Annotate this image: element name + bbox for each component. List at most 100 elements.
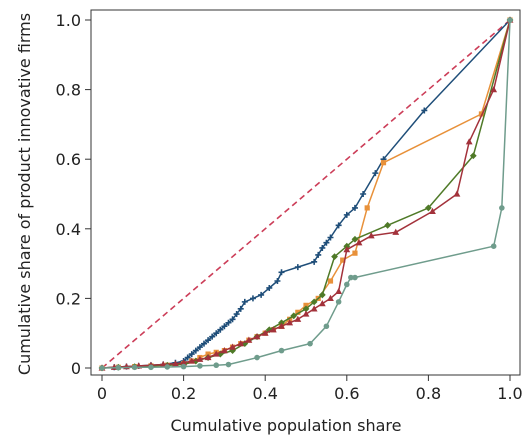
series-2-point bbox=[303, 302, 309, 308]
y-tick-label: 0.6 bbox=[56, 150, 81, 169]
y-tick-label: 0.8 bbox=[56, 81, 81, 100]
series-5-point bbox=[490, 243, 497, 249]
series-4-point bbox=[180, 359, 187, 366]
series-1-point bbox=[237, 305, 244, 312]
series-5-point bbox=[213, 362, 220, 369]
series-1-point bbox=[188, 351, 195, 358]
series-4-point bbox=[310, 305, 318, 312]
series-5-point bbox=[180, 363, 187, 370]
series-3-point bbox=[310, 298, 318, 306]
series-5-point bbox=[197, 363, 203, 369]
series-4-point bbox=[221, 347, 228, 354]
series-3-point bbox=[290, 312, 298, 320]
series-5-point bbox=[225, 361, 232, 368]
series-3-point bbox=[331, 253, 338, 261]
series-2-point bbox=[380, 160, 387, 166]
series-4-point bbox=[253, 333, 261, 340]
series-1-point bbox=[241, 298, 248, 305]
series-2-point bbox=[364, 205, 370, 211]
series-5-point bbox=[307, 340, 313, 347]
series-5-point bbox=[164, 364, 171, 370]
series-3-point bbox=[425, 204, 432, 212]
series-2 bbox=[99, 17, 513, 371]
series-4-point bbox=[294, 315, 302, 322]
series-1-point bbox=[249, 295, 256, 302]
plot-frame bbox=[90, 9, 521, 376]
y-tick-label: 0.4 bbox=[56, 220, 81, 239]
series-4-line bbox=[101, 19, 511, 369]
series-1-point bbox=[258, 291, 265, 298]
x-tick-label: 1.0 bbox=[497, 384, 522, 403]
x-tick-label: 0.4 bbox=[252, 384, 277, 403]
series-4-point bbox=[465, 138, 473, 145]
series-4-point bbox=[278, 322, 285, 329]
series-4-point bbox=[302, 310, 310, 317]
x-axis: 0 0.2 0.4 0.6 0.8 1.0 bbox=[97, 375, 522, 403]
series-4-point bbox=[237, 340, 245, 347]
series-1-point bbox=[201, 340, 207, 347]
series-1-point bbox=[213, 330, 220, 337]
series-1-point bbox=[217, 326, 224, 333]
series-1-point bbox=[233, 311, 240, 318]
series-5-point bbox=[148, 364, 154, 371]
series-5 bbox=[99, 17, 513, 371]
series-4-point bbox=[335, 287, 343, 295]
series-5-point bbox=[131, 364, 138, 371]
series-4-point bbox=[355, 239, 363, 246]
series-4-point bbox=[261, 329, 269, 336]
x-tick-label: 0.2 bbox=[171, 384, 196, 403]
series-1-point bbox=[278, 269, 285, 276]
series-2-point bbox=[340, 257, 346, 263]
series-1-point bbox=[294, 264, 301, 271]
series-5-point bbox=[278, 347, 285, 354]
series-4-point bbox=[204, 353, 212, 361]
series-4-point bbox=[490, 86, 498, 93]
series-1-point bbox=[209, 333, 216, 340]
series-1-point bbox=[192, 347, 199, 354]
series-4-point bbox=[453, 190, 461, 197]
y-tick-label: 0.2 bbox=[56, 289, 81, 308]
series-1-point bbox=[343, 211, 350, 218]
series-5-point bbox=[348, 274, 354, 281]
series-5-point bbox=[335, 299, 342, 305]
series-4-point bbox=[188, 357, 196, 364]
series-4-point bbox=[392, 228, 400, 235]
series-1-point bbox=[225, 319, 232, 326]
series-4-point bbox=[229, 343, 236, 350]
series-3-point bbox=[384, 221, 391, 229]
series-5-point bbox=[99, 365, 105, 371]
series-1-point bbox=[229, 316, 236, 323]
series-layer bbox=[98, 16, 514, 372]
series-2-point bbox=[327, 278, 334, 284]
series-1-point bbox=[221, 323, 228, 330]
series-4-point bbox=[212, 350, 220, 357]
x-axis-title: Cumulative population share bbox=[171, 416, 402, 435]
series-3 bbox=[98, 16, 514, 372]
series-1-point bbox=[323, 239, 330, 246]
series-1-point bbox=[319, 244, 326, 251]
series-1-point bbox=[327, 234, 334, 241]
series-2-point bbox=[352, 250, 358, 256]
series-1-point bbox=[311, 258, 318, 265]
series-4-point bbox=[269, 326, 277, 333]
series-5-point bbox=[344, 281, 350, 288]
series-4-point bbox=[172, 360, 179, 367]
series-3-point bbox=[318, 291, 326, 299]
series-1-point bbox=[274, 278, 281, 284]
y-tick-label: 0 bbox=[71, 359, 81, 378]
series-5-point bbox=[323, 323, 330, 330]
series-5-point bbox=[507, 17, 513, 23]
series-5-point bbox=[352, 274, 358, 281]
series-4-point bbox=[343, 246, 351, 253]
series-4-point bbox=[196, 355, 204, 362]
series-4-point bbox=[286, 319, 294, 326]
series-5-point bbox=[254, 354, 260, 361]
series-1-point bbox=[196, 344, 203, 351]
x-tick-label: 0.6 bbox=[334, 384, 359, 403]
series-1-point bbox=[360, 191, 367, 197]
series-1-point bbox=[315, 251, 322, 258]
series-1-point bbox=[205, 337, 212, 344]
series-1-point bbox=[335, 222, 342, 229]
series-1-point bbox=[266, 284, 273, 291]
